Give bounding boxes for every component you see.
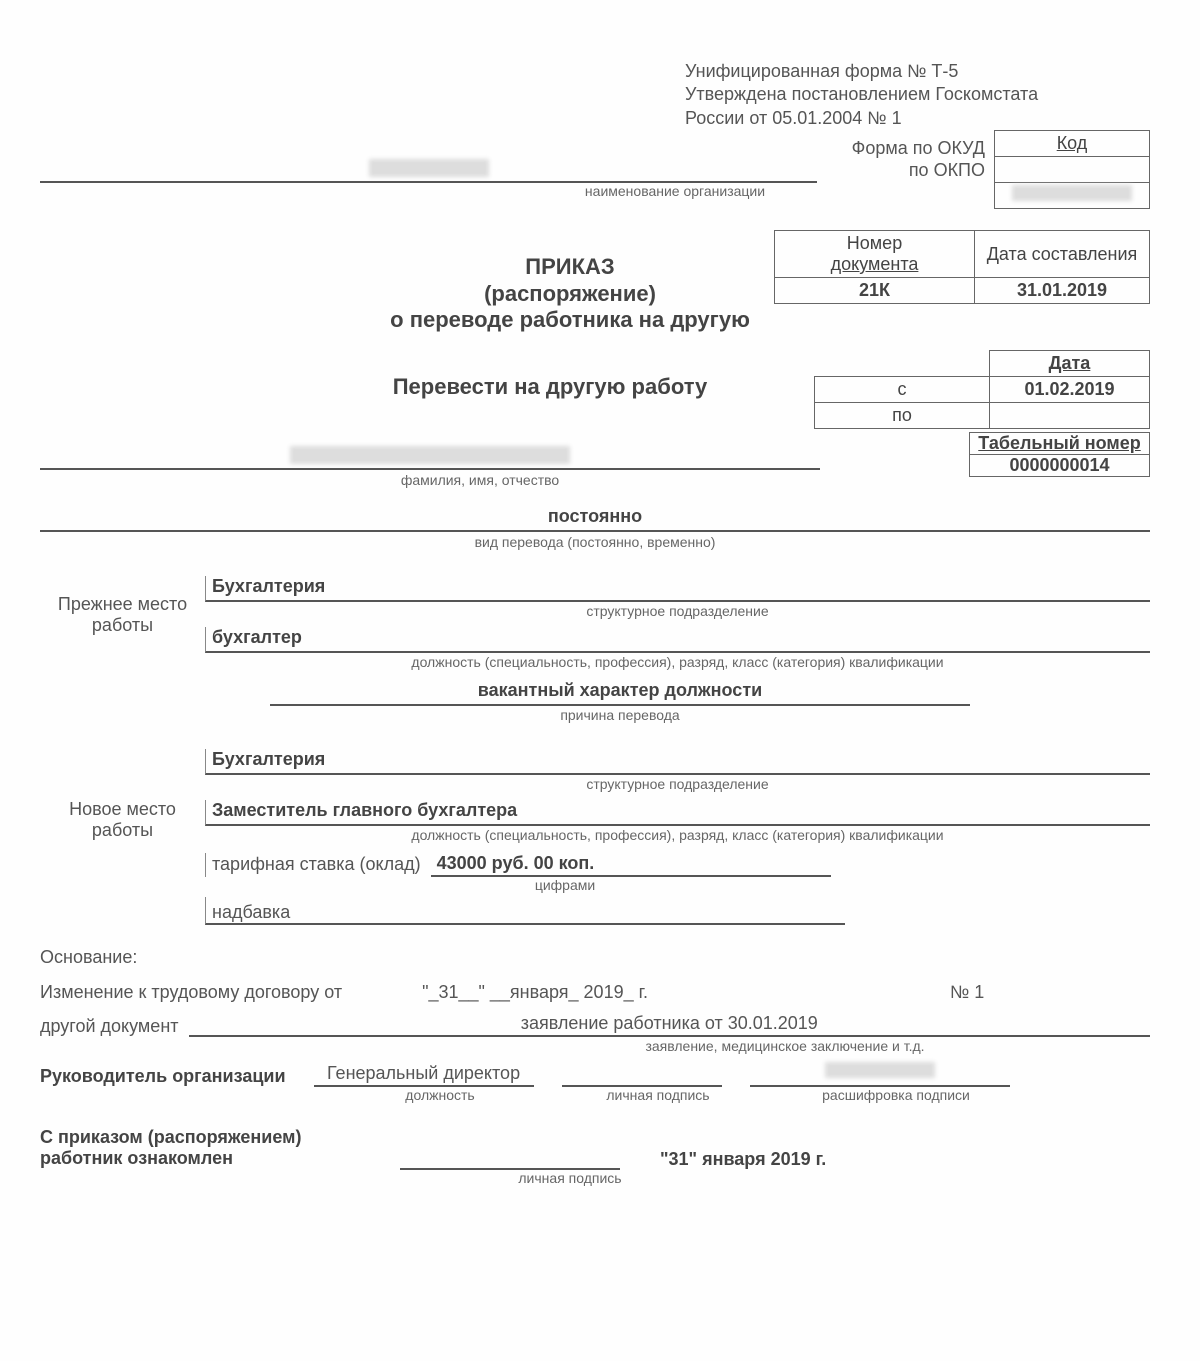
form-line: Унифицированная форма № Т-5 [685, 60, 1150, 83]
fio-caption: фамилия, имя, отчество [90, 472, 870, 488]
transfer-type-caption: вид перевода (постоянно, временно) [40, 534, 1150, 550]
prev-department: Бухгалтерия [205, 576, 1150, 602]
doc-num-header: Номер документа [775, 231, 975, 278]
prev-dept-caption: структурное подразделение [205, 603, 1150, 619]
fio-line [40, 442, 820, 470]
manager-sig-caption: личная подпись [578, 1087, 738, 1103]
doc-number-table: Номер документа Дата составления 21К 31.… [774, 230, 1150, 304]
doc-date-header: Дата составления [975, 231, 1150, 278]
allowance-label: надбавка [212, 902, 290, 923]
contract-label: Изменение к трудовому договору от [40, 982, 342, 1003]
manager-position: Генеральный директор [314, 1063, 534, 1087]
tab-header: Табельный номер [970, 433, 1150, 455]
tab-number: 0000000014 [970, 455, 1150, 477]
okpo-label: по ОКПО [825, 160, 985, 182]
other-doc-label: другой документ [40, 1016, 179, 1037]
okud-value [995, 157, 1150, 183]
org-name-line [40, 153, 817, 183]
transfer-type-value: постоянно [40, 506, 1150, 532]
transfer-reason: вакантный характер должности [270, 680, 970, 706]
ack-sig-caption: личная подпись [460, 1170, 680, 1186]
prev-position: бухгалтер [205, 627, 1150, 653]
doc-number: 21К [775, 278, 975, 304]
from-date: 01.02.2019 [990, 377, 1150, 403]
contract-num: № 1 [950, 982, 1150, 1003]
from-label: с [815, 377, 990, 403]
other-doc-value: заявление работника от 30.01.2019 [189, 1013, 1150, 1037]
basis-label: Основание: [40, 947, 1150, 968]
contract-date: "_31__" __января_ 2019_ г. [422, 982, 648, 1003]
prev-pos-caption: должность (специальность, профессия), ра… [205, 654, 1150, 670]
date-header: Дата [990, 351, 1150, 377]
reason-caption: причина перевода [270, 707, 970, 723]
form-line: Утверждена постановлением Госкомстата [685, 83, 1150, 106]
okpo-value [995, 183, 1150, 209]
code-header: Код [995, 131, 1150, 157]
new-pos-caption: должность (специальность, профессия), ра… [205, 827, 1150, 843]
manager-pos-caption: должность [330, 1087, 550, 1103]
salary-label: тарифная ставка (оклад) [212, 854, 421, 877]
new-department: Бухгалтерия [205, 749, 1150, 775]
to-date [990, 403, 1150, 429]
doc-date: 31.01.2019 [975, 278, 1150, 304]
other-doc-caption: заявление, медицинское заключение и т.д. [420, 1038, 1150, 1054]
transfer-date-table: Дата с 01.02.2019 по [814, 350, 1150, 429]
okud-label: Форма по ОКУД [825, 138, 985, 160]
new-dept-caption: структурное подразделение [205, 776, 1150, 792]
previous-label: Прежнее место работы [40, 576, 205, 670]
new-label: Новое место работы [40, 749, 205, 925]
title-line: о переводе работника на другую [260, 307, 880, 333]
manager-label: Руководитель организации [40, 1066, 286, 1087]
okud-okpo-labels: Форма по ОКУД по ОКПО [825, 138, 995, 183]
manager-name-caption: расшифровка подписи [766, 1087, 1026, 1103]
salary-caption: цифрами [465, 877, 665, 893]
form-standard-text: Унифицированная форма № Т-5 Утверждена п… [685, 60, 1150, 130]
ack-label: С приказом (распоряжением) работник озна… [40, 1127, 360, 1170]
new-position: Заместитель главного бухгалтера [205, 800, 1150, 826]
manager-name [750, 1062, 1010, 1087]
ack-date: "31" января 2019 г. [660, 1149, 826, 1170]
personnel-number-table: Табельный номер 0000000014 [969, 432, 1150, 477]
form-line: России от 05.01.2004 № 1 [685, 107, 1150, 130]
document-page: Унифицированная форма № Т-5 Утверждена п… [0, 0, 1200, 1361]
transfer-heading: Перевести на другую работу [240, 374, 860, 400]
code-block: Код [994, 130, 1150, 209]
salary-value: 43000 руб. 00 коп. [431, 853, 831, 877]
to-label: по [815, 403, 990, 429]
